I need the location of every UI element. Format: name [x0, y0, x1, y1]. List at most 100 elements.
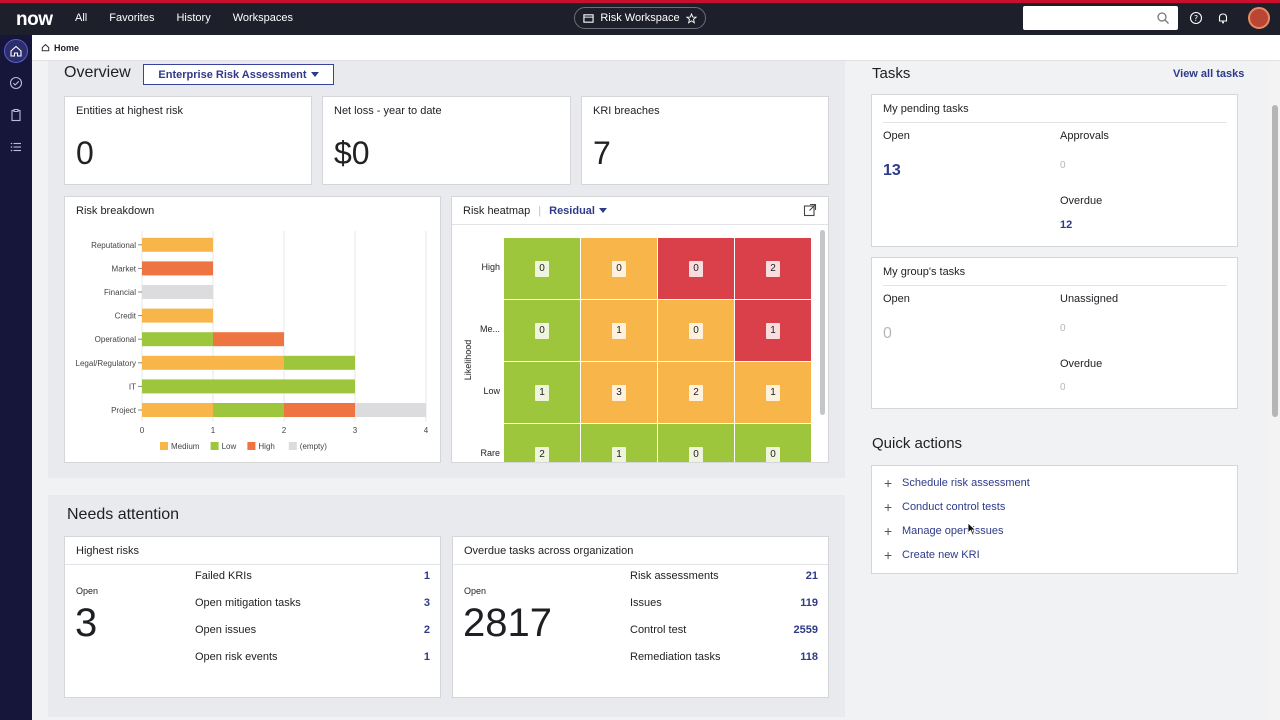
bar-segment[interactable] — [142, 332, 213, 347]
bar-segment[interactable] — [213, 403, 284, 417]
heatmap-cell[interactable]: 1 — [581, 424, 657, 462]
list-nav-button[interactable] — [4, 135, 28, 159]
heatmap-cell[interactable]: 3 — [581, 362, 657, 423]
highest-risks-card: Highest risks Open 3 Failed KRIs 1 Open m… — [64, 536, 441, 698]
heatmap-header-divider — [452, 224, 828, 225]
heatmap-cell-count: 0 — [766, 446, 780, 462]
overdue-item-label: Control test — [630, 624, 687, 636]
bell-icon[interactable] — [1216, 11, 1230, 25]
heatmap-row-label: Me... — [479, 324, 500, 334]
highest-risks-item-value[interactable]: 1 — [423, 570, 430, 582]
bar-segment[interactable] — [213, 332, 284, 347]
home-nav-button[interactable] — [4, 39, 28, 63]
plus-icon: + — [884, 499, 893, 515]
heatmap-cell[interactable]: 1 — [735, 300, 811, 361]
nav-all[interactable]: All — [75, 12, 88, 24]
unassigned-label: Unassigned — [1060, 293, 1119, 305]
heatmap-cell[interactable]: 0 — [658, 238, 734, 299]
kpi-card-kri-breaches[interactable]: KRI breaches 7 — [581, 96, 829, 185]
nav-history[interactable]: History — [176, 12, 211, 24]
heatmap-cell[interactable]: 1 — [581, 300, 657, 361]
x-tick-label: 3 — [353, 426, 358, 435]
my-pending-tasks-card: My pending tasks Open 13 Approvals 0 Ove… — [871, 94, 1238, 247]
heatmap-cell[interactable]: 2 — [658, 362, 734, 423]
kpi-card-entities[interactable]: Entities at highest risk 0 — [64, 96, 312, 185]
tasks-nav-button[interactable] — [4, 103, 28, 127]
quick-action-item[interactable]: + Schedule risk assessment — [884, 475, 1030, 491]
view-all-tasks-link[interactable]: View all tasks — [1173, 68, 1245, 80]
heatmap-cell[interactable]: 0 — [504, 300, 580, 361]
open-external-icon[interactable] — [803, 203, 817, 217]
heatmap-cell-count: 1 — [612, 446, 626, 462]
star-icon[interactable] — [685, 12, 697, 24]
bar-segment[interactable] — [142, 379, 355, 394]
quick-actions-heading: Quick actions — [872, 435, 963, 452]
heatmap-cell[interactable]: 0 — [504, 238, 580, 299]
open-label: Open — [76, 586, 99, 596]
bar-segment[interactable] — [142, 237, 213, 252]
page-scrollbar-thumb[interactable] — [1272, 105, 1278, 417]
plus-icon: + — [884, 547, 893, 563]
heatmap-cell[interactable]: 0 — [581, 238, 657, 299]
breadcrumb-home[interactable]: Home — [54, 42, 80, 53]
bar-segment[interactable] — [142, 355, 284, 370]
open-count[interactable]: 2817 — [463, 601, 552, 645]
heatmap-cell-count: 0 — [535, 260, 549, 277]
list-icon — [10, 142, 21, 152]
heatmap-cell[interactable]: 0 — [658, 300, 734, 361]
kpi-card-net-loss[interactable]: Net loss - year to date $0 — [322, 96, 571, 185]
heatmap-cell[interactable]: 2 — [504, 424, 580, 462]
assessment-dropdown[interactable]: Enterprise Risk Assessment — [143, 64, 334, 85]
highest-risks-item-value[interactable]: 2 — [423, 624, 430, 636]
bar-segment[interactable] — [355, 403, 426, 417]
nav-favorites[interactable]: Favorites — [109, 12, 155, 24]
nav-workspaces[interactable]: Workspaces — [232, 12, 294, 24]
heatmap-cell[interactable]: 0 — [658, 424, 734, 462]
caret-down-icon — [598, 208, 607, 213]
heatmap-row-label: Rare — [480, 448, 500, 458]
kpi-value: 0 — [76, 135, 94, 171]
quick-action-item[interactable]: + Create new KRI — [884, 547, 980, 563]
category-label: Credit — [115, 312, 137, 321]
pending-overdue-count[interactable]: 12 — [1060, 219, 1073, 231]
highest-risks-item-value[interactable]: 1 — [423, 651, 430, 663]
heatmap-cell-count: 0 — [689, 446, 703, 462]
heatmap-cell[interactable]: 0 — [735, 424, 811, 462]
bar-segment[interactable] — [142, 261, 213, 276]
workspace-selector[interactable]: Risk Workspace — [574, 7, 706, 29]
bar-segment[interactable] — [284, 403, 355, 417]
bar-segment[interactable] — [142, 403, 213, 417]
approvals-nav-button[interactable] — [4, 71, 28, 95]
user-avatar[interactable] — [1248, 7, 1270, 29]
global-search-input[interactable] — [1023, 6, 1178, 30]
highest-risks-item-value[interactable]: 3 — [423, 597, 430, 609]
legend-swatch — [247, 442, 256, 450]
overdue-item-label: Risk assessments — [630, 570, 719, 582]
home-icon — [41, 43, 50, 52]
assessment-dropdown-label: Enterprise Risk Assessment — [158, 68, 307, 81]
quick-action-item[interactable]: + Manage open issues — [884, 523, 1004, 539]
heatmap-cell[interactable]: 1 — [504, 362, 580, 423]
caret-down-icon — [310, 71, 319, 77]
unassigned-count: 0 — [1060, 323, 1066, 334]
overdue-item-value[interactable]: 21 — [805, 570, 818, 582]
quick-action-item[interactable]: + Conduct control tests — [884, 499, 1005, 515]
overdue-item-value[interactable]: 119 — [800, 597, 818, 609]
heatmap-cell[interactable]: 2 — [735, 238, 811, 299]
servicenow-logo[interactable]: now — [16, 9, 53, 30]
pending-open-count[interactable]: 13 — [883, 162, 901, 179]
bar-segment[interactable] — [142, 308, 213, 323]
bar-segment[interactable] — [142, 285, 213, 299]
overdue-item-value[interactable]: 2559 — [793, 624, 818, 636]
overdue-item-value[interactable]: 118 — [800, 651, 818, 663]
heatmap-cell[interactable]: 1 — [735, 362, 811, 423]
legend-swatch — [210, 442, 219, 450]
help-icon[interactable]: ? — [1189, 11, 1203, 25]
bar-segment[interactable] — [284, 355, 355, 370]
heatmap-scrollbar-thumb[interactable] — [820, 230, 825, 415]
breadcrumb: Home — [32, 35, 1280, 61]
open-count[interactable]: 3 — [75, 601, 98, 645]
overdue-item-label: Remediation tasks — [630, 651, 721, 663]
heatmap-mode-dropdown[interactable]: Residual — [549, 205, 607, 217]
search-icon[interactable] — [1156, 11, 1170, 25]
